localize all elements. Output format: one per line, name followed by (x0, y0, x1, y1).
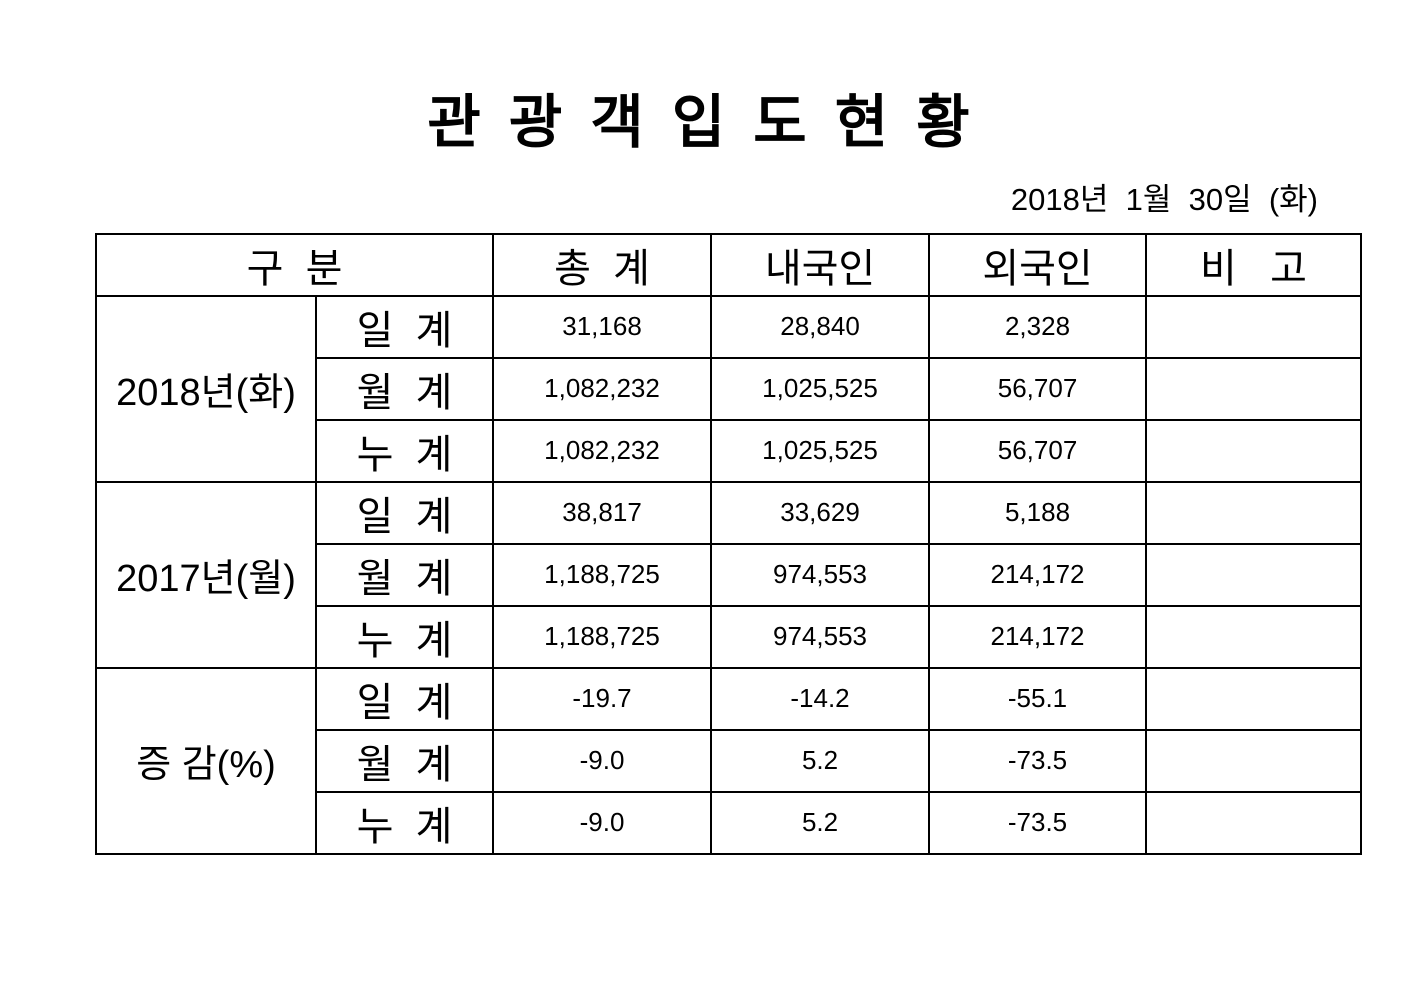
row-label: 누 계 (314, 418, 495, 483)
table-row: 월 계 -9.0 5.2 -73.5 (96, 728, 1363, 793)
total-cell: 1,188,725 (492, 604, 713, 669)
note-cell (1145, 790, 1363, 855)
total-cell: 1,082,232 (492, 356, 713, 421)
row-label: 누 계 (314, 790, 495, 855)
note-cell (1145, 356, 1363, 421)
table-row: 월 계 1,082,232 1,025,525 56,707 (96, 356, 1363, 421)
note-cell (1145, 604, 1363, 669)
row-label: 일 계 (314, 480, 495, 545)
foreign-cell: -73.5 (928, 728, 1148, 793)
domestic-cell: 5.2 (710, 790, 931, 855)
table-row: 2018년(화) 일 계 31,168 28,840 2,328 (95, 294, 1363, 483)
foreign-cell: 56,707 (928, 418, 1148, 483)
note-cell (1145, 294, 1363, 359)
row-label: 월 계 (314, 728, 495, 793)
total-cell: 1,082,232 (492, 418, 713, 483)
note-cell (1145, 666, 1363, 731)
foreign-cell: -55.1 (928, 666, 1148, 731)
foreign-cell: 214,172 (928, 604, 1148, 669)
note-cell (1145, 418, 1363, 483)
header-domestic: 내국인 (710, 232, 931, 297)
page-title: 관 광 객 입 도 현 황 (427, 90, 976, 155)
table-row: 누 계 -9.0 5.2 -73.5 (96, 790, 1363, 855)
domestic-cell: 28,840 (710, 294, 931, 359)
total-cell: -19.7 (492, 666, 713, 731)
note-cell (1145, 480, 1363, 545)
domestic-cell: -14.2 (710, 666, 931, 731)
table-row: 월 계 1,188,725 974,553 214,172 (96, 542, 1363, 607)
report-date: 2018년 1월 30일 (화) (1010, 181, 1318, 217)
table-row: 누 계 1,082,232 1,025,525 56,707 (96, 418, 1363, 483)
table-row: 누 계 1,188,725 974,553 214,172 (96, 604, 1363, 669)
foreign-cell: 2,328 (928, 294, 1148, 359)
row-label: 누 계 (314, 604, 495, 669)
total-cell: -9.0 (492, 790, 713, 855)
group-label-2017: 2017년(월) (95, 480, 317, 669)
header-foreign: 외국인 (928, 232, 1148, 297)
total-cell: -9.0 (492, 728, 713, 793)
domestic-cell: 33,629 (710, 480, 931, 545)
domestic-cell: 5.2 (710, 728, 931, 793)
group-label-change: 증 감(%) (95, 666, 317, 855)
header-total: 총 계 (492, 232, 713, 297)
table-row: 증 감(%) 일 계 -19.7 -14.2 -55.1 (95, 666, 1363, 855)
foreign-cell: 214,172 (928, 542, 1148, 607)
row-label: 일 계 (314, 666, 495, 731)
foreign-cell: 5,188 (928, 480, 1148, 545)
domestic-cell: 974,553 (710, 542, 931, 607)
group-label-2018: 2018년(화) (95, 294, 317, 483)
note-cell (1145, 728, 1363, 793)
row-label: 월 계 (314, 542, 495, 607)
note-cell (1145, 542, 1363, 607)
row-label: 월 계 (314, 356, 495, 421)
header-note: 비 고 (1145, 232, 1363, 297)
total-cell: 1,188,725 (492, 542, 713, 607)
tourist-arrival-table: 구 분 총 계 내국인 외국인 비 고 2018년(화) 일 계 31,168 … (94, 232, 1363, 855)
foreign-cell: 56,707 (928, 356, 1148, 421)
domestic-cell: 1,025,525 (710, 356, 931, 421)
row-label: 일 계 (314, 294, 495, 359)
domestic-cell: 1,025,525 (710, 418, 931, 483)
header-row: 구 분 총 계 내국인 외국인 비 고 (94, 232, 1363, 297)
table-row: 2017년(월) 일 계 38,817 33,629 5,188 (95, 480, 1363, 669)
domestic-cell: 974,553 (710, 604, 931, 669)
header-category: 구 분 (94, 232, 495, 297)
total-cell: 31,168 (492, 294, 713, 359)
total-cell: 38,817 (492, 480, 713, 545)
foreign-cell: -73.5 (928, 790, 1148, 855)
